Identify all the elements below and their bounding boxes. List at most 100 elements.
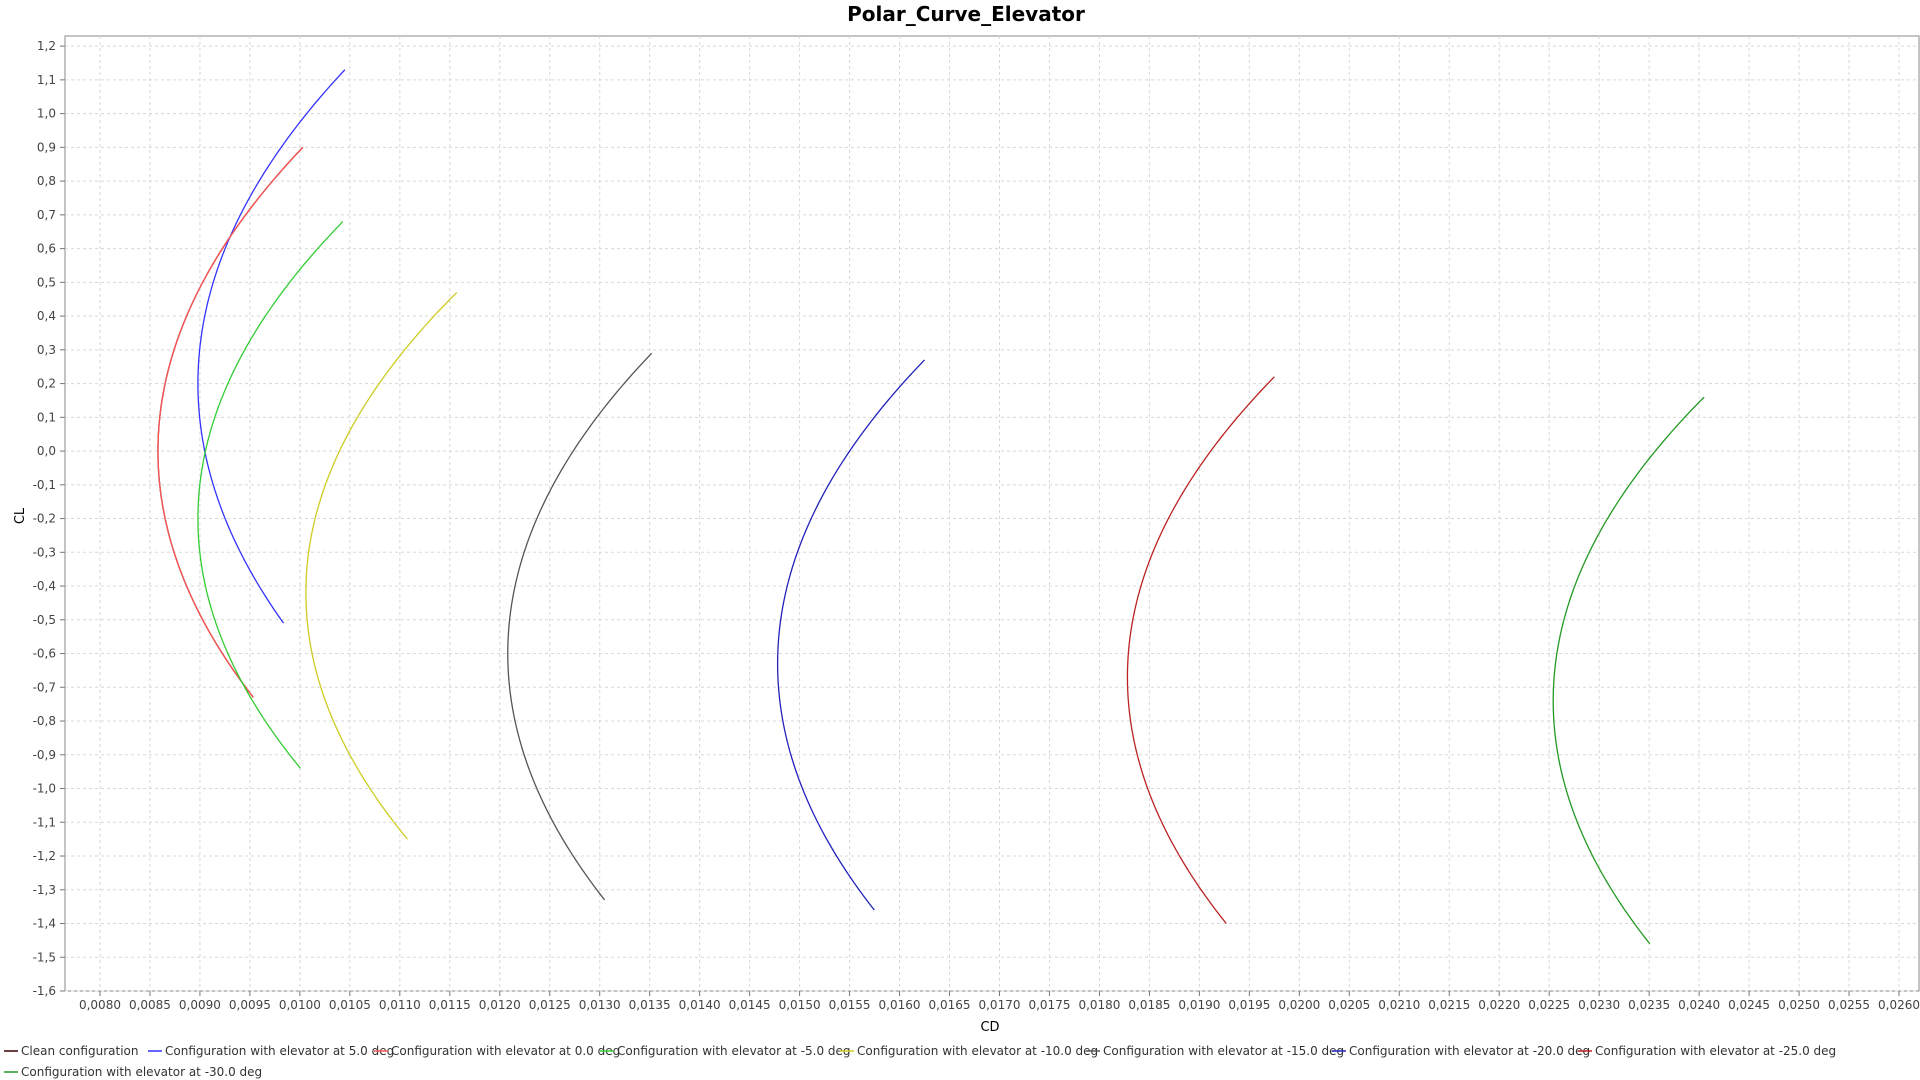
series-line-4	[305, 292, 458, 840]
legend-label: Clean configuration	[21, 1044, 138, 1058]
legend-label: Configuration with elevator at -10.0 deg	[857, 1044, 1098, 1058]
legend-item: Clean configuration	[4, 1044, 138, 1058]
series-lines	[157, 69, 1705, 945]
legend-label: Configuration with elevator at 0.0 deg	[391, 1044, 620, 1058]
x-tick-label: 0,0205	[1328, 998, 1370, 1012]
y-tick-label: -0,2	[33, 512, 56, 526]
x-tick-label: 0,0240	[1678, 998, 1720, 1012]
y-tick-label: 0,6	[37, 242, 56, 256]
x-tick-label: 0,0135	[629, 998, 671, 1012]
y-tick-label: -0,5	[33, 613, 56, 627]
legend-label: Configuration with elevator at 5.0 deg	[165, 1044, 394, 1058]
x-tick-label: 0,0175	[1028, 998, 1070, 1012]
chart-title: Polar_Curve_Elevator	[847, 2, 1085, 26]
y-tick-label: -1,6	[33, 984, 56, 998]
x-tick-label: 0,0220	[1478, 998, 1520, 1012]
y-tick-label: -0,7	[33, 680, 56, 694]
legend-item: Configuration with elevator at -5.0 deg	[600, 1044, 851, 1058]
x-tick-label: 0,0100	[279, 998, 321, 1012]
legend-item: Configuration with elevator at -25.0 deg	[1578, 1044, 1836, 1058]
x-tick-label: 0,0130	[579, 998, 621, 1012]
y-tick-label: 1,2	[37, 39, 56, 53]
x-tick-label: 0,0120	[479, 998, 521, 1012]
x-tick-label: 0,0225	[1528, 998, 1570, 1012]
x-tick-label: 0,0140	[679, 998, 721, 1012]
x-tick-label: 0,0110	[379, 998, 421, 1012]
x-tick-label: 0,0180	[1078, 998, 1120, 1012]
y-tick-label: -1,3	[33, 883, 56, 897]
y-tick-label: -1,4	[33, 917, 56, 931]
x-tick-label: 0,0080	[79, 998, 121, 1012]
legend: Clean configuration Configuration with el…	[4, 1044, 1836, 1079]
x-tick-label: 0,0255	[1828, 998, 1870, 1012]
series-line-8	[1552, 396, 1705, 945]
x-tick-label: 0,0170	[978, 998, 1020, 1012]
x-tick-label: 0,0145	[729, 998, 771, 1012]
legend-item: Configuration with elevator at -30.0 deg	[4, 1065, 262, 1079]
y-tick-label: 0,9	[37, 140, 56, 154]
y-axis-ticks: 1,2 1,1 1,0 0,9 0,8 0,7 0,6 0,5 0,4 0,3 0,2 0,1 0,0 -…	[33, 39, 65, 998]
x-tick-label: 0,0235	[1628, 998, 1670, 1012]
x-tick-label: 0,0190	[1178, 998, 1220, 1012]
x-tick-label: 0,0085	[129, 998, 171, 1012]
y-tick-label: -0,8	[33, 714, 56, 728]
x-tick-label: 0,0105	[329, 998, 371, 1012]
y-tick-label: -1,5	[33, 950, 56, 964]
x-tick-label: 0,0200	[1278, 998, 1320, 1012]
x-tick-label: 0,0245	[1728, 998, 1770, 1012]
y-tick-label: 0,8	[37, 174, 56, 188]
x-tick-label: 0,0155	[829, 998, 871, 1012]
series-line-2	[157, 146, 304, 698]
legend-item: Configuration with elevator at -15.0 deg	[1086, 1044, 1344, 1058]
legend-item: Configuration with elevator at -10.0 deg	[840, 1044, 1098, 1058]
y-tick-label: 1,1	[37, 73, 56, 87]
y-tick-label: -0,4	[33, 579, 56, 593]
x-tick-label: 0,0095	[229, 998, 271, 1012]
x-tick-label: 0,0165	[929, 998, 971, 1012]
x-tick-label: 0,0185	[1128, 998, 1170, 1012]
plot-area	[64, 35, 1920, 992]
series-line-6	[776, 359, 926, 911]
y-tick-label: 0,4	[37, 309, 56, 323]
y-tick-label: 0,1	[37, 410, 56, 424]
series-line-5	[507, 352, 653, 901]
y-tick-label: 0,0	[37, 444, 56, 458]
x-axis-label: CD	[980, 1020, 999, 1035]
x-tick-label: 0,0160	[879, 998, 921, 1012]
x-tick-label: 0,0230	[1578, 998, 1620, 1012]
y-tick-label: 0,3	[37, 343, 56, 357]
x-tick-label: 0,0125	[529, 998, 571, 1012]
y-tick-label: 0,5	[37, 275, 56, 289]
legend-label: Configuration with elevator at -5.0 deg	[617, 1044, 851, 1058]
y-tick-label: -1,0	[33, 782, 56, 796]
y-tick-label: -1,2	[33, 849, 56, 863]
legend-label: Configuration with elevator at -20.0 deg	[1349, 1044, 1590, 1058]
y-tick-label: 1,0	[37, 107, 56, 121]
legend-label: Configuration with elevator at -30.0 deg	[21, 1065, 262, 1079]
legend-label: Configuration with elevator at -25.0 deg	[1595, 1044, 1836, 1058]
legend-item: Configuration with elevator at 5.0 deg	[148, 1044, 394, 1058]
y-tick-label: -1,1	[33, 815, 56, 829]
x-axis-ticks: 0,0080 0,0085 0,0090 0,0095 0,0100 0,0105 0,01…	[79, 991, 1920, 1012]
x-tick-label: 0,0250	[1778, 998, 1820, 1012]
x-tick-label: 0,0195	[1228, 998, 1270, 1012]
legend-label: Configuration with elevator at -15.0 deg	[1103, 1044, 1344, 1058]
x-tick-label: 0,0150	[779, 998, 821, 1012]
y-tick-label: -0,6	[33, 647, 56, 661]
x-tick-label: 0,0260	[1878, 998, 1920, 1012]
y-tick-label: -0,1	[33, 478, 56, 492]
series-line-1	[197, 69, 346, 624]
y-tick-label: 0,2	[37, 377, 56, 391]
y-tick-label: -0,3	[33, 545, 56, 559]
series-line-3	[197, 221, 344, 769]
legend-item: Configuration with elevator at 0.0 deg	[374, 1044, 620, 1058]
y-tick-label: -0,9	[33, 748, 56, 762]
y-tick-label: 0,7	[37, 208, 56, 222]
legend-item: Configuration with elevator at -20.0 deg	[1332, 1044, 1590, 1058]
y-axis-label: CL	[13, 507, 28, 524]
series-line-7	[1126, 376, 1275, 924]
x-tick-label: 0,0090	[179, 998, 221, 1012]
x-tick-label: 0,0115	[429, 998, 471, 1012]
